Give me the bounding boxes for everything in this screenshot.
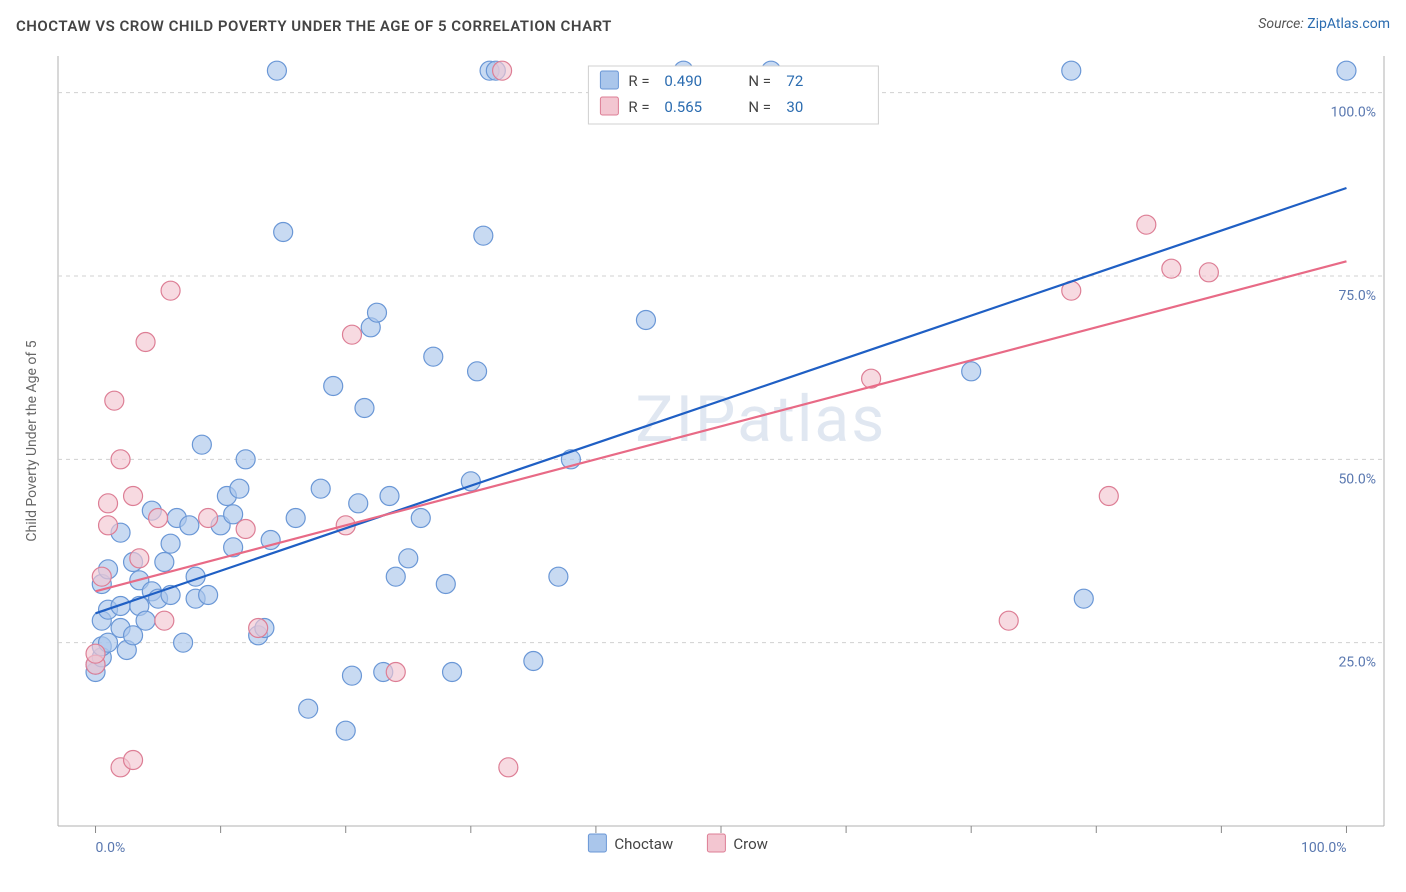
source-link[interactable]: ZipAtlas.com [1307,16,1390,32]
source-citation: Source: ZipAtlas.com [1258,16,1390,32]
svg-text:Crow: Crow [733,835,768,853]
svg-text:25.0%: 25.0% [1338,655,1376,671]
svg-text:R =: R = [628,98,649,116]
svg-text:100.0%: 100.0% [1331,105,1376,121]
svg-text:N =: N = [748,72,771,90]
svg-text:72: 72 [786,72,803,90]
svg-text:75.0%: 75.0% [1338,288,1376,304]
svg-text:N =: N = [748,98,771,116]
svg-text:Child Poverty Under the Age of: Child Poverty Under the Age of 5 [24,340,40,541]
scatter-chart: 25.0% 50.0% 75.0% 100.0% 0.0% 100.0% Child Pov… [16,50,1390,876]
svg-text:0.565: 0.565 [664,98,702,116]
source-label: Source: [1258,16,1303,32]
svg-text:R =: R = [628,72,649,90]
svg-text:Choctaw: Choctaw [614,835,673,853]
chart-title: CHOCTAW VS CROW CHILD POVERTY UNDER THE … [16,17,612,35]
svg-text:30: 30 [786,98,803,116]
svg-text:0.0%: 0.0% [96,840,126,856]
svg-text:100.0%: 100.0% [1301,840,1346,856]
svg-text:50.0%: 50.0% [1338,471,1376,487]
svg-text:0.490: 0.490 [664,72,702,90]
